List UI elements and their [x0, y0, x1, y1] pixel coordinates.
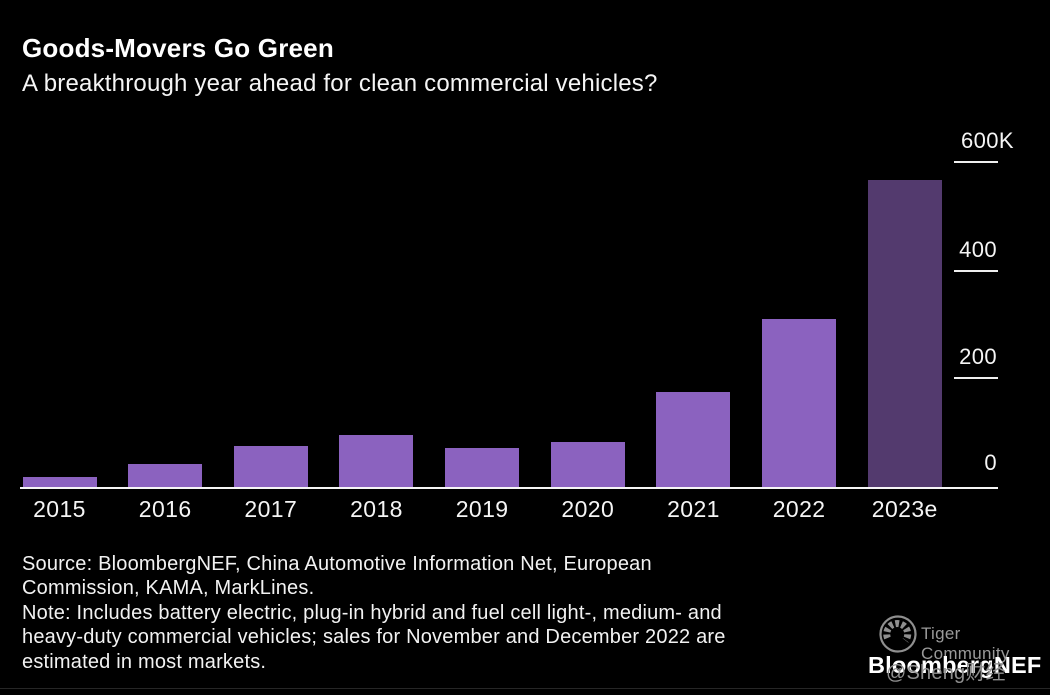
user-watermark-handle: @Sheng财经	[886, 662, 1006, 684]
bloombergnef-brand: BloombergNEF	[868, 652, 1042, 678]
y-axis-tick-label-400: 400	[959, 237, 997, 262]
bar-2022	[762, 319, 837, 487]
bar-2015	[22, 477, 97, 487]
note-text-line: Note: Includes battery electric, plug-in…	[22, 601, 722, 624]
y-axis-tick-label-600k: 600K	[961, 128, 1014, 153]
bar-2019	[445, 448, 520, 487]
bar-2017	[233, 446, 308, 487]
bar-2020	[550, 441, 625, 487]
x-axis-label: 2021	[667, 496, 720, 522]
note-text-line: heavy-duty commercial vehicles; sales fo…	[22, 626, 726, 649]
bar-2021	[656, 392, 731, 487]
x-axis-label: 2022	[772, 496, 826, 522]
bar-2016	[128, 464, 203, 487]
source-text-line: Source: BloombergNEF, China Automotive I…	[22, 553, 652, 575]
x-axis-label: 2015	[33, 496, 86, 522]
bottom-divider	[0, 688, 1050, 689]
bar-2023e	[867, 180, 942, 487]
y-axis-tick-line	[954, 377, 998, 379]
x-axis-label: 2023e	[871, 496, 938, 522]
note-text-line: estimated in most markets.	[22, 650, 267, 673]
page-subtitle: A breakthrough year ahead for clean comm…	[22, 70, 658, 97]
x-axis-label: 2020	[561, 496, 615, 522]
x-axis-label: 2018	[350, 496, 403, 522]
x-axis-label: 2017	[244, 496, 298, 522]
y-axis-tick-line	[954, 161, 998, 163]
y-axis-tick-label-0: 0	[984, 450, 997, 475]
x-axis-label: 2019	[455, 496, 509, 522]
page-title: Goods-Movers Go Green	[22, 33, 334, 63]
tiger-community-logo-icon	[879, 615, 917, 653]
bar-2018	[339, 434, 414, 487]
source-note: Source: BloombergNEF, China Automotive I…	[22, 552, 726, 674]
source-text-line: Commission, KAMA, MarkLines.	[22, 577, 315, 600]
tiger-community-label: Tiger Community	[921, 624, 1010, 663]
y-axis-tick-label-200: 200	[959, 344, 997, 369]
x-axis-label: 2016	[138, 496, 192, 522]
x-axis-line	[20, 487, 998, 489]
y-axis-tick-line	[954, 270, 998, 272]
